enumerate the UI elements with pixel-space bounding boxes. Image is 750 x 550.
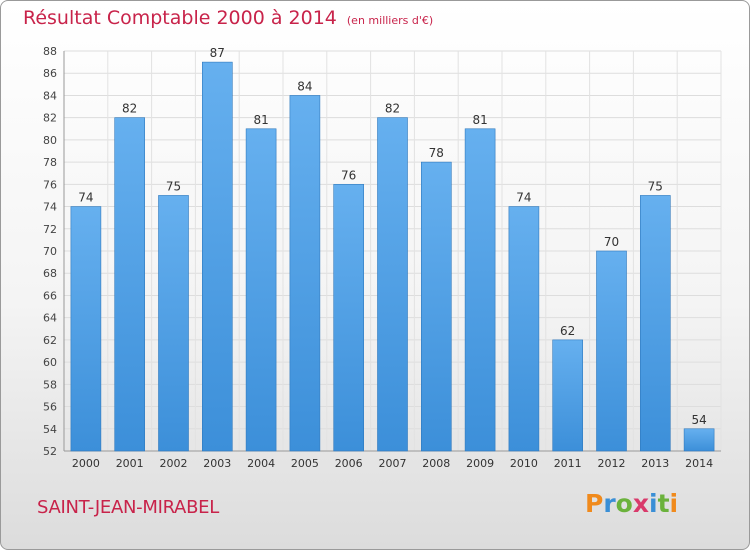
x-tick-label-2004: 2004 bbox=[247, 457, 275, 470]
logo-letter: r bbox=[603, 489, 616, 518]
data-label-2013: 75 bbox=[648, 179, 663, 193]
bar-layer bbox=[70, 61, 715, 452]
data-label-2000: 74 bbox=[78, 191, 93, 205]
data-label-2004: 81 bbox=[253, 113, 268, 127]
chart-title-text: Résultat Comptable 2000 à 2014 bbox=[23, 7, 337, 29]
chart-title: Résultat Comptable 2000 à 2014 (en millie… bbox=[23, 7, 433, 29]
y-tick-label-88: 88 bbox=[43, 45, 57, 58]
x-tick-label-2001: 2001 bbox=[116, 457, 144, 470]
x-tick-label-2007: 2007 bbox=[379, 457, 407, 470]
y-tick-label-74: 74 bbox=[43, 201, 57, 214]
y-tick-label-82: 82 bbox=[43, 112, 57, 125]
data-label-2007: 82 bbox=[385, 102, 400, 116]
bar-2001 bbox=[114, 117, 145, 452]
bar-2004 bbox=[245, 128, 277, 452]
data-label-2012: 70 bbox=[604, 235, 619, 249]
x-tick-label-2005: 2005 bbox=[291, 457, 319, 470]
x-tick-label-2009: 2009 bbox=[466, 457, 494, 470]
y-tick-label-72: 72 bbox=[43, 223, 57, 236]
y-tick-label-52: 52 bbox=[43, 445, 57, 458]
bar-2010 bbox=[508, 206, 540, 452]
logo-letter: t bbox=[657, 489, 670, 518]
commune-name: SAINT-JEAN-MIRABEL bbox=[37, 497, 219, 518]
x-tick-label-2006: 2006 bbox=[335, 457, 363, 470]
y-tick-label-62: 62 bbox=[43, 334, 57, 347]
data-label-2010: 74 bbox=[516, 191, 531, 205]
x-tick-label-2010: 2010 bbox=[510, 457, 538, 470]
y-tick-label-58: 58 bbox=[43, 378, 57, 391]
y-tick-label-70: 70 bbox=[43, 245, 57, 258]
y-tick-label-84: 84 bbox=[43, 89, 57, 102]
bar-2012 bbox=[596, 250, 627, 452]
bar-2002 bbox=[158, 195, 189, 452]
label-layer: 52 54 56 58 60 62 64 66 68 70 72 74 76 78 80 82 84 86 88 74… bbox=[43, 45, 713, 470]
logo-letter: x bbox=[632, 489, 649, 518]
bar-2007 bbox=[377, 117, 408, 452]
x-tick-label-2011: 2011 bbox=[554, 457, 582, 470]
data-label-2005: 84 bbox=[297, 79, 312, 93]
y-tick-label-64: 64 bbox=[43, 312, 57, 325]
bar-2009 bbox=[464, 128, 496, 452]
data-label-2003: 87 bbox=[210, 46, 225, 60]
x-tick-label-2002: 2002 bbox=[160, 457, 188, 470]
bar-2000 bbox=[70, 206, 102, 452]
data-label-2002: 75 bbox=[166, 179, 181, 193]
y-tick-label-66: 66 bbox=[43, 289, 57, 302]
bar-2006 bbox=[333, 184, 365, 452]
x-tick-label-2008: 2008 bbox=[422, 457, 450, 470]
proxiti-logo[interactable]: Proxiti bbox=[585, 489, 678, 518]
chart-subtitle: (en milliers d'€) bbox=[346, 14, 434, 27]
x-tick-label-2013: 2013 bbox=[641, 457, 669, 470]
data-label-2001: 82 bbox=[122, 102, 137, 116]
logo-letter: i bbox=[649, 489, 658, 518]
y-tick-label-54: 54 bbox=[43, 423, 57, 436]
bar-2011 bbox=[552, 339, 584, 452]
y-tick-label-56: 56 bbox=[43, 401, 57, 414]
x-tick-label-2012: 2012 bbox=[598, 457, 626, 470]
logo-letter: o bbox=[615, 489, 633, 518]
data-label-2008: 78 bbox=[429, 146, 444, 160]
logo-letter: i bbox=[669, 489, 679, 518]
y-tick-label-80: 80 bbox=[43, 134, 57, 147]
y-tick-label-76: 76 bbox=[43, 178, 57, 191]
y-tick-label-86: 86 bbox=[43, 67, 57, 80]
y-tick-label-78: 78 bbox=[43, 156, 57, 169]
x-tick-label-2014: 2014 bbox=[685, 457, 713, 470]
bar-2014 bbox=[683, 428, 715, 452]
bar-2013 bbox=[639, 195, 671, 452]
data-label-2006: 76 bbox=[341, 168, 356, 182]
y-tick-label-68: 68 bbox=[43, 267, 57, 280]
data-label-2014: 54 bbox=[691, 413, 706, 427]
x-tick-label-2000: 2000 bbox=[72, 457, 100, 470]
bar-2003 bbox=[202, 61, 233, 452]
data-label-2009: 81 bbox=[472, 113, 487, 127]
data-label-2011: 62 bbox=[560, 324, 575, 338]
logo-letter: P bbox=[585, 489, 604, 518]
bar-2008 bbox=[420, 161, 452, 452]
bar-2005 bbox=[289, 95, 321, 452]
y-tick-label-60: 60 bbox=[43, 356, 57, 369]
x-tick-label-2003: 2003 bbox=[203, 457, 231, 470]
